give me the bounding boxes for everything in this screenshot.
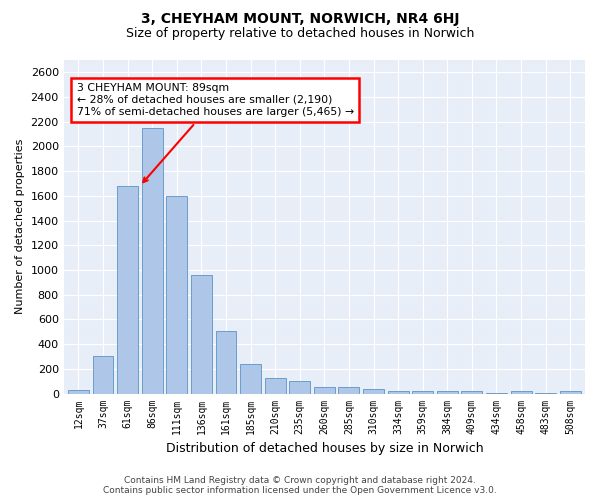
Bar — [388, 391, 409, 394]
Bar — [191, 275, 212, 394]
Bar — [437, 391, 458, 394]
Bar — [92, 356, 113, 394]
Bar — [289, 381, 310, 394]
Bar — [486, 393, 507, 394]
Bar — [314, 388, 335, 394]
Text: 3 CHEYHAM MOUNT: 89sqm
← 28% of detached houses are smaller (2,190)
71% of semi-: 3 CHEYHAM MOUNT: 89sqm ← 28% of detached… — [77, 84, 354, 182]
Y-axis label: Number of detached properties: Number of detached properties — [15, 139, 25, 314]
Bar — [338, 388, 359, 394]
Text: 3, CHEYHAM MOUNT, NORWICH, NR4 6HJ: 3, CHEYHAM MOUNT, NORWICH, NR4 6HJ — [141, 12, 459, 26]
Bar — [363, 389, 384, 394]
Bar — [215, 331, 236, 394]
Bar — [117, 186, 138, 394]
Bar — [142, 128, 163, 394]
Text: Size of property relative to detached houses in Norwich: Size of property relative to detached ho… — [126, 28, 474, 40]
Bar — [560, 391, 581, 394]
Bar — [535, 393, 556, 394]
Bar — [265, 378, 286, 394]
Bar — [166, 196, 187, 394]
Text: Contains HM Land Registry data © Crown copyright and database right 2024.
Contai: Contains HM Land Registry data © Crown c… — [103, 476, 497, 495]
Bar — [240, 364, 261, 394]
Bar — [461, 391, 482, 394]
Bar — [68, 390, 89, 394]
Bar — [412, 391, 433, 394]
Bar — [511, 391, 532, 394]
X-axis label: Distribution of detached houses by size in Norwich: Distribution of detached houses by size … — [166, 442, 483, 455]
